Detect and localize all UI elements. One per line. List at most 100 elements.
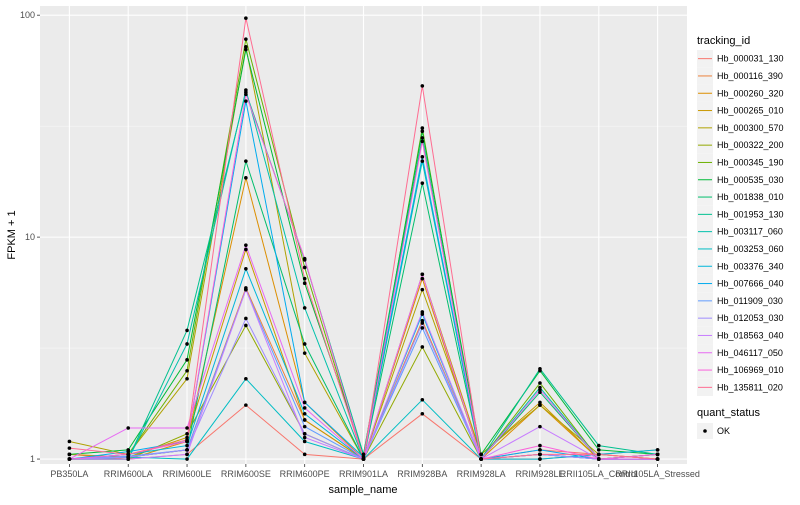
data-point: [420, 345, 425, 349]
data-point: [420, 310, 425, 314]
data-point: [538, 400, 542, 405]
data-point: [67, 446, 72, 450]
data-point: [244, 159, 248, 163]
data-point: [244, 47, 248, 52]
legend-entry-label: Hb_011909_030: [717, 296, 783, 306]
legend-entry-label: Hb_003376_340: [717, 261, 784, 271]
data-point: [302, 406, 307, 410]
data-point: [244, 92, 248, 97]
legend-entry-label: Hb_000322_200: [717, 140, 784, 150]
data-point: [185, 443, 189, 448]
legend-entry-label: Hb_012053_030: [717, 313, 784, 323]
y-tick-label: 1: [30, 454, 35, 464]
data-point: [126, 426, 131, 430]
legend-entry-label: Hb_000260_320: [717, 88, 784, 98]
data-point: [302, 276, 307, 281]
data-point: [479, 452, 483, 457]
x-tick-label: RRIM600SE: [221, 469, 271, 479]
x-tick-label: RRIM928BA: [397, 469, 447, 479]
legend-entry-label: Hb_000300_570: [717, 123, 784, 133]
data-point: [185, 457, 189, 461]
legend-shape-title: quant_status: [697, 407, 760, 419]
data-point: [420, 411, 425, 416]
data-point: [302, 400, 307, 405]
data-point: [126, 457, 131, 461]
data-point: [420, 126, 425, 130]
legend-entry-label: Hb_007666_040: [717, 279, 784, 289]
legend-shape-point: [703, 429, 707, 433]
y-tick-label: 10: [25, 232, 35, 242]
data-point: [244, 243, 248, 247]
legend-entry-label: Hb_106969_010: [717, 365, 784, 375]
data-point: [244, 45, 248, 49]
legend-entry-label: Hb_000535_030: [717, 175, 784, 185]
legend-entry-label: Hb_000031_130: [717, 54, 784, 64]
data-point: [302, 411, 307, 416]
data-point: [302, 431, 307, 436]
data-point: [185, 426, 189, 430]
data-point: [302, 424, 307, 429]
x-tick-label: PB350LA: [50, 469, 88, 479]
x-tick-label: RRII105LA_Stressed: [615, 469, 700, 479]
data-point: [244, 16, 248, 20]
data-point: [596, 452, 601, 457]
legend-entry-label: Hb_003117_060: [717, 227, 783, 237]
data-point: [538, 388, 542, 392]
data-point: [302, 306, 307, 310]
data-point: [185, 376, 189, 381]
legend-entry-label: Hb_000265_010: [717, 106, 784, 116]
data-point: [420, 276, 425, 281]
data-point: [655, 457, 660, 461]
data-point: [185, 342, 189, 346]
data-point: [420, 287, 425, 292]
x-tick-label: RRIM901LA: [339, 469, 388, 479]
data-point: [244, 287, 248, 292]
data-point: [302, 281, 307, 285]
data-point: [420, 84, 425, 88]
legend-entry-label: Hb_000345_190: [717, 157, 784, 167]
data-point: [361, 452, 366, 457]
data-point: [420, 159, 425, 163]
data-point: [185, 452, 189, 457]
data-point: [185, 438, 189, 442]
x-tick-label: RRIM928LA: [457, 469, 506, 479]
x-tick-label: RRII105LA_Control: [560, 469, 638, 479]
x-tick-label: RRIM600LE: [163, 469, 212, 479]
data-point: [67, 452, 72, 457]
data-point: [479, 457, 483, 461]
data-point: [420, 129, 425, 134]
data-point: [420, 139, 425, 144]
data-point: [302, 342, 307, 346]
data-point: [185, 328, 189, 333]
x-tick-label: RRIM600PE: [280, 469, 330, 479]
data-point: [538, 443, 542, 448]
x-tick-label: RRIM600LA: [104, 469, 153, 479]
legend-entry-label: Hb_135811_020: [717, 382, 783, 392]
data-point: [185, 368, 189, 373]
data-point: [302, 351, 307, 355]
data-point: [655, 452, 660, 457]
data-point: [596, 448, 601, 452]
data-point: [244, 37, 248, 41]
data-point: [596, 443, 601, 448]
data-point: [67, 439, 72, 444]
data-point: [244, 323, 248, 328]
data-point: [596, 457, 601, 461]
legend-entry-label: Hb_018563_040: [717, 330, 784, 340]
data-point: [302, 435, 307, 440]
data-point: [302, 452, 307, 457]
data-point: [244, 266, 248, 271]
data-point: [302, 439, 307, 444]
legend-entry-label: Hb_003253_060: [717, 244, 784, 254]
x-tick-label: RRIM928LE: [515, 469, 564, 479]
data-point: [538, 403, 542, 407]
data-point: [185, 448, 189, 452]
y-tick-label: 100: [20, 10, 35, 20]
data-point: [244, 376, 248, 381]
data-point: [361, 457, 366, 461]
data-point: [420, 326, 425, 330]
y-axis-title: FPKM + 1: [6, 210, 18, 259]
data-point: [67, 457, 72, 461]
